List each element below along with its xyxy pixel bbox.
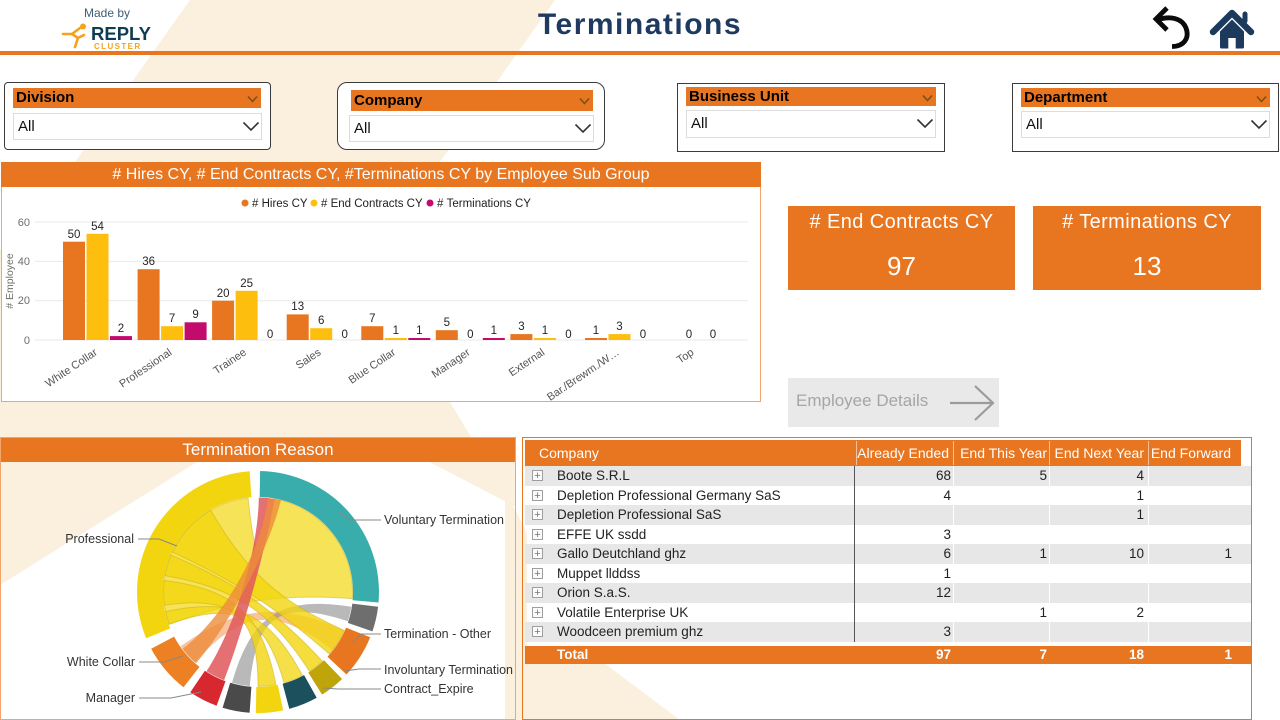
svg-text:60: 60 <box>18 217 30 229</box>
svg-text:13: 13 <box>291 301 304 313</box>
svg-text:7: 7 <box>369 313 375 325</box>
svg-text:Termination - Other: Termination - Other <box>384 627 491 641</box>
svg-text:0: 0 <box>710 329 716 341</box>
svg-text:3: 3 <box>518 321 524 333</box>
svg-text:Contract_Expire: Contract_Expire <box>384 682 474 696</box>
svg-text:0: 0 <box>24 335 30 347</box>
svg-text:Voluntary Termination: Voluntary Termination <box>384 513 504 527</box>
svg-text:6: 6 <box>318 315 324 327</box>
svg-text:40: 40 <box>18 256 30 268</box>
svg-text:36: 36 <box>142 256 155 268</box>
svg-text:1: 1 <box>416 325 422 337</box>
svg-text:Manager: Manager <box>430 346 473 380</box>
svg-text:5: 5 <box>444 317 450 329</box>
svg-text:CLUSTER: CLUSTER <box>94 42 142 51</box>
svg-text:50: 50 <box>68 229 81 241</box>
svg-text:3: 3 <box>616 321 622 333</box>
svg-text:1: 1 <box>393 325 399 337</box>
svg-text:White Collar: White Collar <box>67 655 135 669</box>
svg-text:0: 0 <box>640 329 646 341</box>
svg-text:Manager: Manager <box>86 691 135 705</box>
svg-text:Blue Collar: Blue Collar <box>347 346 399 386</box>
svg-text:# Employee: # Employee <box>4 253 16 309</box>
svg-text:Involuntary Termination: Involuntary Termination <box>384 663 513 677</box>
svg-text:7: 7 <box>169 313 175 325</box>
svg-text:1: 1 <box>491 325 497 337</box>
svg-text:Professional: Professional <box>65 532 134 546</box>
svg-text:White Collar: White Collar <box>43 346 100 390</box>
svg-text:# Hires CY: # Hires CY <box>252 198 308 210</box>
svg-text:20: 20 <box>217 288 230 300</box>
svg-text:External: External <box>507 347 547 380</box>
svg-text:25: 25 <box>240 278 253 290</box>
svg-text:20: 20 <box>18 295 30 307</box>
svg-text:Trainee: Trainee <box>211 347 248 378</box>
svg-text:0: 0 <box>467 329 473 341</box>
svg-text:# Terminations CY: # Terminations CY <box>437 198 531 210</box>
svg-text:Professional: Professional <box>117 347 174 391</box>
svg-text:0: 0 <box>267 329 273 341</box>
svg-text:Bar./Brewm./W…: Bar./Brewm./W… <box>545 347 622 401</box>
svg-text:2: 2 <box>118 323 124 335</box>
svg-text:0: 0 <box>686 329 692 341</box>
svg-text:Top: Top <box>675 347 696 367</box>
svg-text:0: 0 <box>565 329 571 341</box>
svg-text:1: 1 <box>542 325 548 337</box>
svg-text:54: 54 <box>91 221 104 233</box>
svg-text:1: 1 <box>593 325 599 337</box>
svg-text:# End Contracts CY: # End Contracts CY <box>321 198 423 210</box>
svg-text:0: 0 <box>341 329 347 341</box>
svg-text:Sales: Sales <box>294 346 324 372</box>
svg-text:REPLY: REPLY <box>91 23 152 44</box>
svg-text:9: 9 <box>192 309 198 321</box>
